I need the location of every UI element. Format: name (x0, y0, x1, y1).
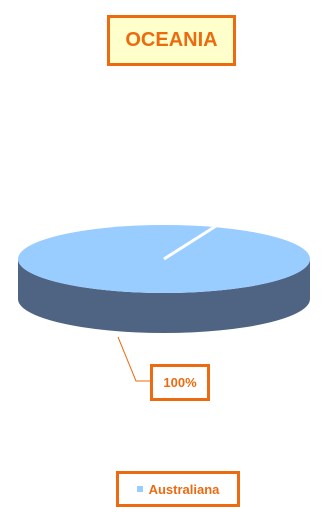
data-label-australiana: 100% (150, 364, 210, 401)
legend-swatch-australiana (136, 486, 143, 492)
pie-slice-side-australiana (18, 259, 310, 333)
legend-label-australiana: Australiana (148, 481, 220, 497)
chart-title-text: OCEANIA (125, 29, 218, 51)
chart-title: OCEANIA (107, 15, 236, 66)
pie-slice-seam (163, 224, 217, 261)
data-label-leader-line (117, 336, 150, 382)
data-label-text: 100% (163, 375, 197, 390)
legend: Australiana (116, 471, 240, 507)
